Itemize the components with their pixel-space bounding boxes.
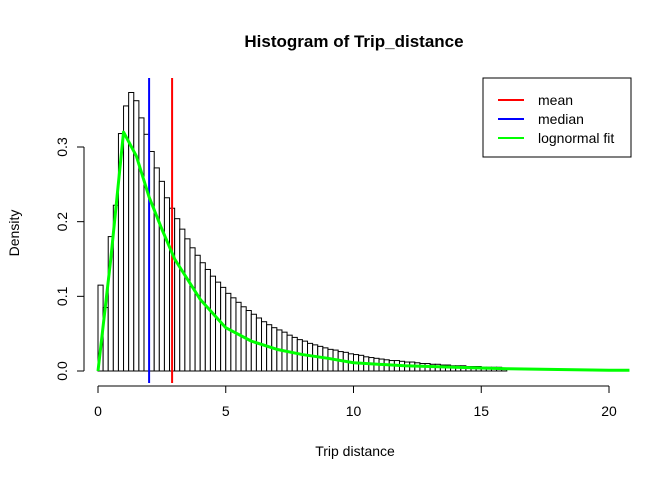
histogram-bar [199, 262, 206, 372]
histogram-bar [189, 247, 196, 372]
histogram-bar [204, 268, 211, 372]
chart-title: Histogram of Trip_distance [244, 32, 463, 51]
histogram-bar [215, 281, 222, 372]
histogram-bar [209, 275, 217, 372]
legend: mean median lognormal fit [482, 77, 632, 158]
histogram-bar [158, 180, 165, 372]
legend-label: median [538, 111, 584, 127]
reference-lines [148, 78, 174, 383]
x-axis-label: Trip distance [315, 443, 395, 459]
legend-box [482, 77, 632, 158]
histogram-bar [153, 167, 160, 372]
histogram-bar [123, 105, 130, 372]
x-tick-label: 0 [94, 403, 102, 419]
legend-label: lognormal fit [538, 130, 614, 146]
histogram-bar [133, 100, 140, 372]
histogram-bar [194, 254, 201, 372]
x-tick-label: 5 [222, 403, 230, 419]
x-tick-label: 15 [473, 403, 489, 419]
y-axis: 0.0 0.1 0.2 0.3 [54, 137, 85, 381]
legend-label: mean [538, 92, 573, 108]
y-tick-label: 0.2 [54, 212, 70, 232]
y-tick-label: 0.3 [54, 137, 70, 157]
x-tick-label: 20 [601, 403, 617, 419]
lognormal-fit-line [96, 130, 630, 372]
x-tick-label: 10 [346, 403, 362, 419]
y-tick-label: 0.1 [54, 286, 70, 306]
histogram-bar [179, 228, 186, 372]
histogram-bars [97, 91, 508, 372]
fit-curve [96, 130, 630, 372]
histogram-bar [225, 292, 232, 372]
histogram-bar [174, 218, 181, 372]
y-tick-label: 0.0 [54, 361, 70, 381]
histogram-bar [138, 117, 145, 372]
y-axis-label: Density [6, 210, 22, 257]
histogram-bar [128, 91, 135, 372]
histogram-bar [163, 197, 171, 372]
x-axis: 0 5 10 15 20 [94, 385, 617, 419]
histogram-bar [220, 286, 227, 372]
histogram-bar [230, 297, 237, 372]
histogram-bar [184, 238, 191, 372]
